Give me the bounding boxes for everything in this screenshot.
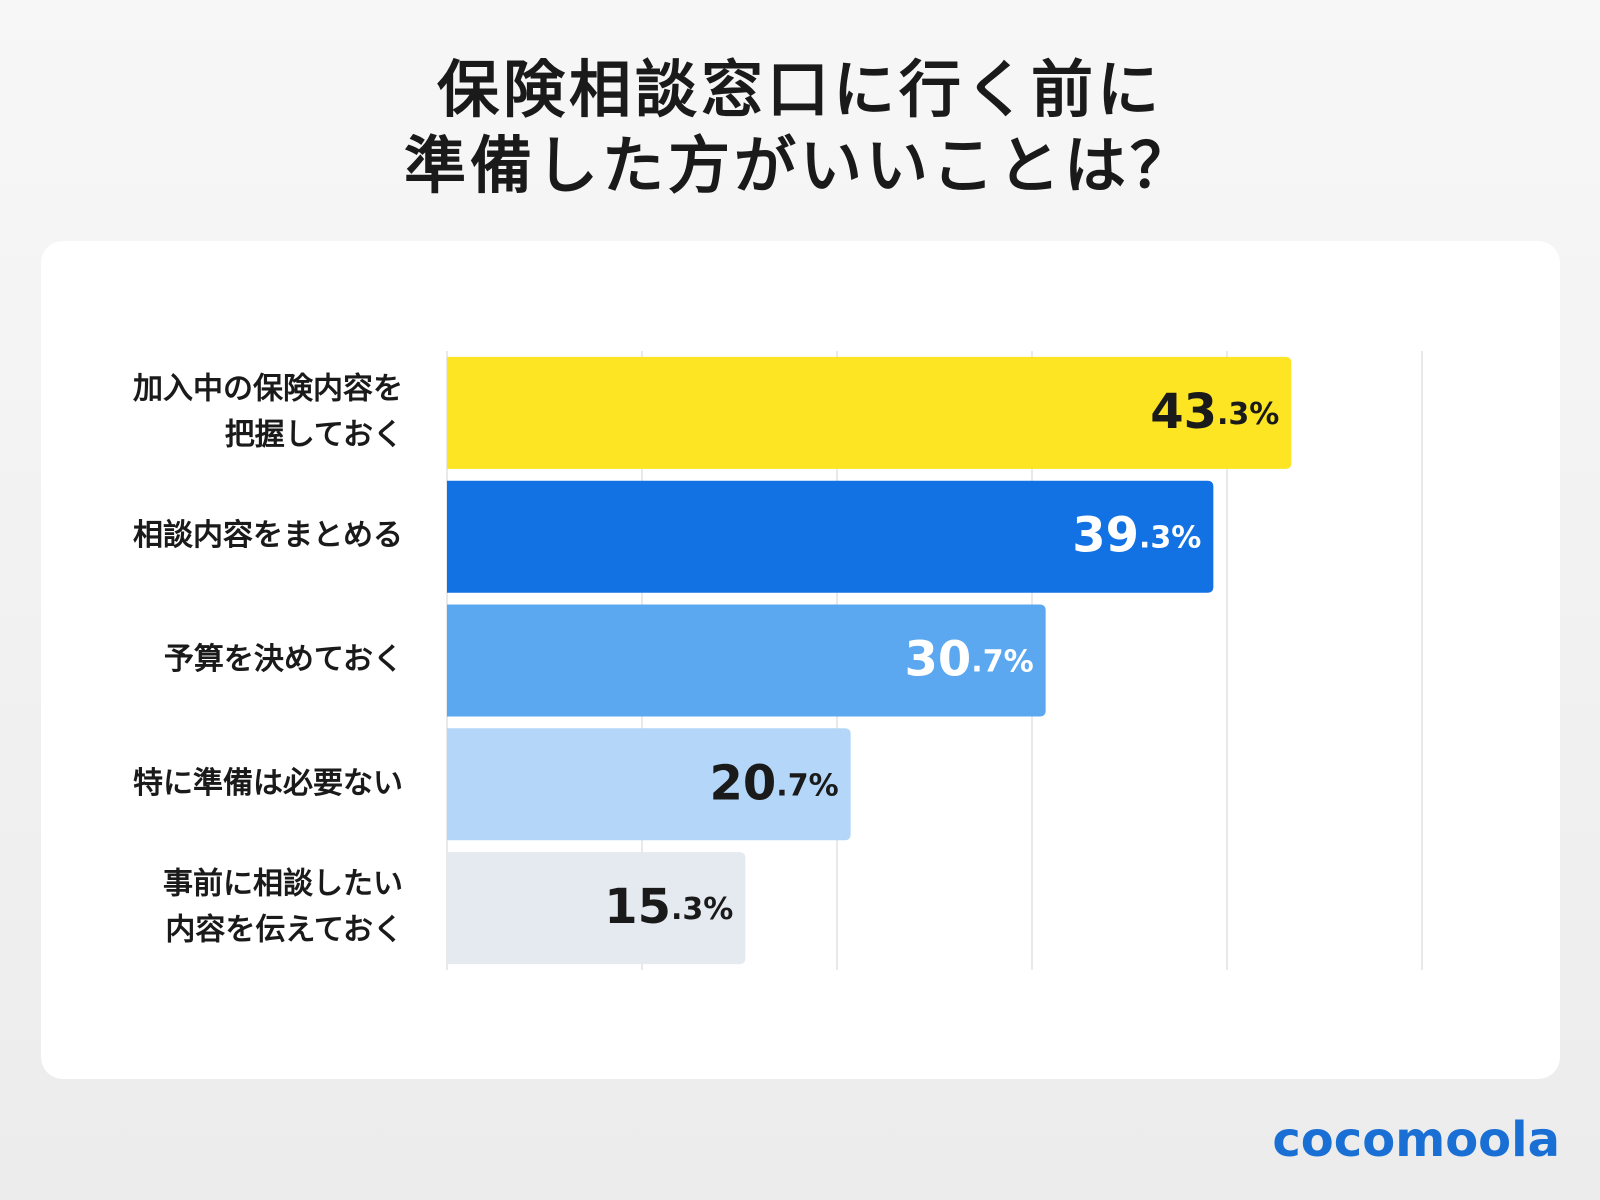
value-label: 30.7% [905, 632, 1034, 688]
chart-title: 保険相談窓口に行く前に [437, 53, 1163, 126]
category-label: 事前に相談したい [163, 867, 403, 902]
category-label: 内容を伝えておく [165, 913, 403, 948]
value-label: 20.7% [710, 755, 839, 811]
value-label: 43.3% [1150, 384, 1279, 440]
value-label: 39.3% [1072, 508, 1201, 564]
category-label: 把握しておく [225, 417, 403, 452]
category-label: 相談内容をまとめる [133, 518, 403, 553]
value-label: 15.3% [604, 879, 733, 935]
bar [447, 356, 1292, 469]
bar [447, 480, 1214, 593]
bar [447, 728, 851, 841]
bar [447, 852, 746, 965]
category-label: 特に準備は必要ない [133, 766, 403, 801]
chart-title: 準備した方がいいことは？ [404, 129, 1196, 202]
bar [447, 604, 1046, 717]
brand-logo: cocomoola [1272, 1112, 1560, 1168]
category-label: 予算を決めておく [164, 642, 403, 677]
category-label: 加入中の保険内容を [133, 371, 403, 406]
